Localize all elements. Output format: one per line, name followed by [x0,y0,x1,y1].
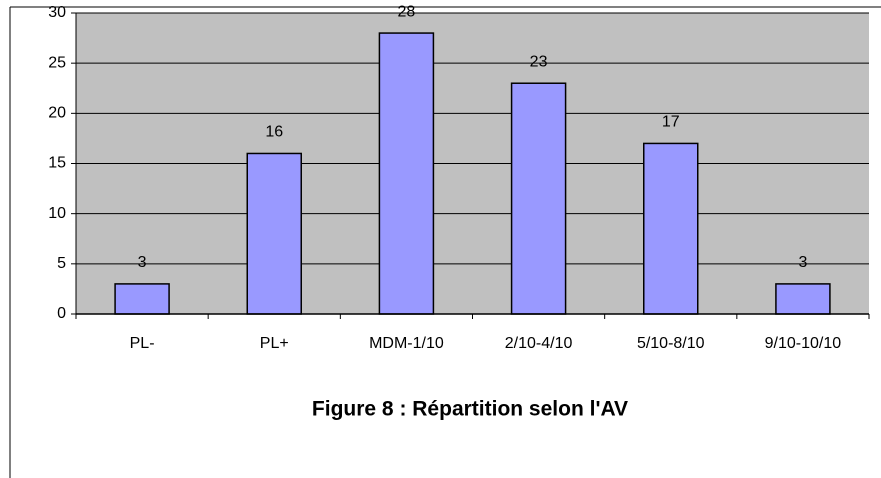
data-label: 3 [798,254,807,271]
x-tick-label: PL- [130,335,155,352]
y-tick-label: 0 [57,305,66,322]
bar [775,283,831,315]
x-tick-label: 5/10-8/10 [637,335,705,352]
chart-title: Figure 8 : Répartition selon l'AV [312,398,628,421]
y-tick-label: 20 [48,105,66,122]
data-label: 3 [138,254,147,271]
y-tick-label: 10 [48,205,66,222]
data-label: 16 [265,124,283,141]
y-tick-label: 30 [48,4,66,21]
bar [246,152,302,315]
y-tick-label: 25 [48,54,66,71]
y-tick-label: 5 [57,255,66,272]
data-label: 17 [662,114,680,131]
x-tick-label: 9/10-10/10 [765,335,842,352]
x-tick-label: PL+ [260,335,289,352]
x-tick-label: MDM-1/10 [369,335,444,352]
bar [643,142,699,315]
data-label: 23 [530,53,548,70]
data-label: 28 [398,3,416,20]
y-tick-label: 15 [48,155,66,172]
bar [114,283,170,315]
bar [378,32,435,315]
bar [510,82,567,315]
x-tick-label: 2/10-4/10 [505,335,573,352]
